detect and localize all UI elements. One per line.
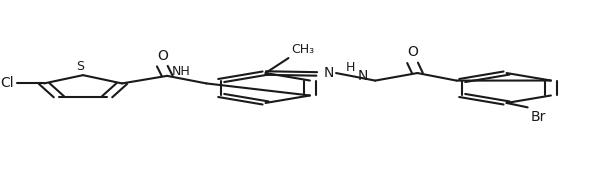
Text: Br: Br (531, 110, 546, 124)
Text: O: O (157, 49, 168, 63)
Text: N: N (358, 69, 368, 83)
Text: S: S (76, 60, 84, 73)
Text: CH₃: CH₃ (292, 43, 315, 56)
Text: Cl: Cl (0, 76, 14, 90)
Text: N: N (324, 66, 335, 80)
Text: H: H (346, 61, 355, 74)
Text: NH: NH (172, 65, 190, 78)
Text: O: O (407, 45, 418, 59)
